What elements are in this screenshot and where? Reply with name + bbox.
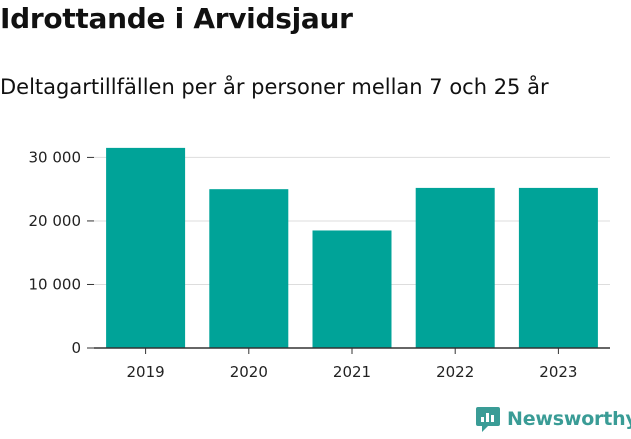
x-tick-label: 2021 (333, 363, 371, 381)
brand-name: Newsworthy (507, 408, 631, 430)
y-tick-label: 10 000 (29, 275, 82, 293)
newsworthy-logo-icon (476, 407, 500, 432)
bar-2023 (518, 187, 598, 348)
bar-2022 (415, 187, 495, 348)
newsworthy-logo: Newsworthy (475, 405, 631, 433)
x-tick-label: 2019 (127, 363, 165, 381)
y-tick-label: 30 000 (29, 148, 82, 166)
y-tick-label: 0 (71, 339, 81, 357)
bar-2019 (106, 147, 186, 348)
bar-2021 (312, 230, 392, 348)
chart-subtitle: Deltagartillfällen per år personer mella… (0, 75, 549, 99)
y-tick-label: 20 000 (29, 212, 82, 230)
x-tick-label: 2022 (436, 363, 474, 381)
chart-title: Idrottande i Arvidsjaur (0, 2, 353, 35)
x-tick-label: 2020 (230, 363, 268, 381)
bar-2020 (209, 189, 289, 348)
x-tick-label: 2023 (539, 363, 577, 381)
axes: 0 10 000 20 000 30 000 2019 2020 2021 2022 2023 (29, 148, 610, 381)
bars (106, 147, 598, 348)
